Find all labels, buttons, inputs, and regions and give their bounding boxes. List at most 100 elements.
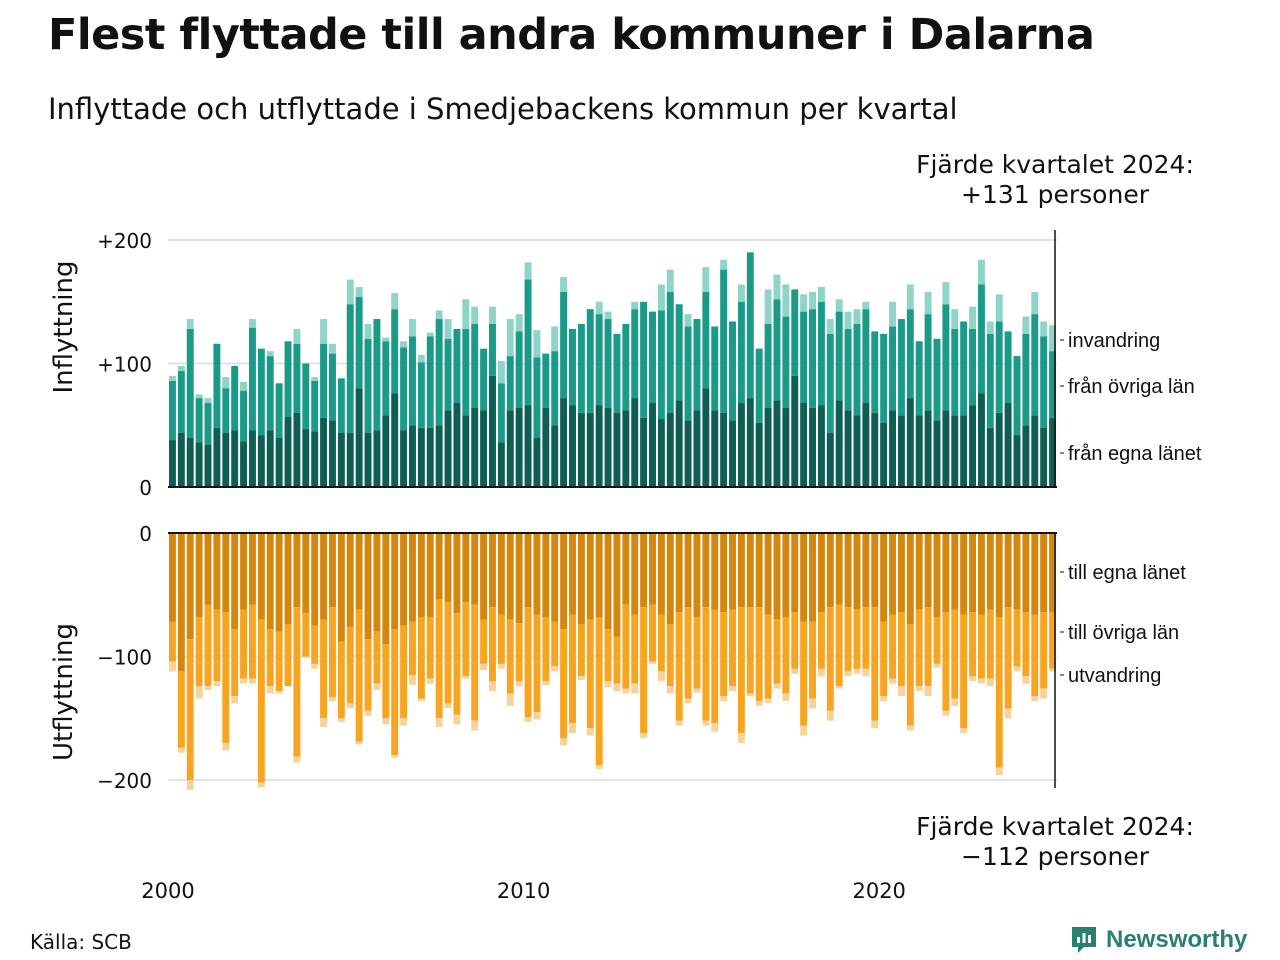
bar-out-local (977, 533, 985, 615)
bar-in-other (195, 398, 203, 443)
bar-in-local (453, 403, 461, 487)
bar-in-other (177, 370, 185, 433)
bar-out-other (640, 607, 648, 734)
bar-in-immigration (222, 377, 230, 389)
bar-out-local (311, 533, 319, 626)
bar-in-immigration (204, 398, 212, 404)
bar-out-local (853, 533, 861, 610)
y-tick-label-top: +100 (97, 353, 152, 377)
bar-in-local (275, 437, 283, 487)
bar-in-other (1049, 351, 1057, 418)
bar-in-local (595, 405, 603, 487)
bar-out-emigration (906, 725, 914, 731)
bar-in-local (764, 407, 772, 487)
bar-out-other (417, 616, 425, 699)
bar-out-emigration (595, 765, 603, 769)
bar-in-immigration (977, 259, 985, 285)
bar-out-other (800, 621, 808, 726)
bar-in-immigration (906, 284, 914, 310)
bar-out-other (951, 609, 959, 699)
bar-out-other (693, 616, 701, 689)
bar-out-local (231, 533, 239, 630)
latest-quarter-outflow-note: Fjärde kvartalet 2024: −112 personer (875, 812, 1235, 872)
y-tick-label-bottom: −200 (97, 769, 152, 793)
bar-in-other (506, 356, 514, 411)
bar-out-other (613, 636, 621, 684)
bar-in-other (204, 403, 212, 446)
bar-out-local (204, 533, 212, 605)
bar-out-other (302, 613, 310, 657)
bar-out-other (773, 619, 781, 684)
bar-out-emigration (1049, 668, 1057, 672)
bar-out-local (800, 533, 808, 622)
bar-in-immigration (782, 284, 790, 317)
bar-in-immigration (195, 394, 203, 399)
bar-in-immigration (186, 319, 194, 329)
bar-in-other (986, 333, 994, 428)
bar-in-other (844, 328, 852, 411)
bar-in-other (764, 323, 772, 408)
bar-in-local (809, 407, 816, 487)
bar-out-emigration (702, 720, 710, 726)
bar-in-other (1013, 356, 1021, 436)
bar-in-other (702, 291, 710, 389)
bar-out-emigration (551, 666, 559, 672)
bar-out-local (417, 533, 425, 617)
bar-out-other (995, 616, 1003, 768)
bar-out-local (471, 533, 479, 605)
bar-in-immigration (1049, 325, 1057, 352)
bar-out-other (373, 631, 381, 684)
bar-out-emigration (240, 678, 248, 684)
bar-in-other (942, 304, 950, 411)
bar-in-local (871, 412, 879, 487)
bar-out-emigration (560, 738, 568, 746)
bar-in-local (977, 393, 985, 487)
bar-out-local (453, 533, 461, 614)
bar-out-other (835, 604, 843, 687)
bar-in-local (417, 427, 425, 487)
bar-in-local (240, 441, 248, 488)
bar-out-other (942, 612, 950, 711)
bar-in-local (862, 403, 870, 487)
bar-out-local (915, 533, 923, 610)
bar-in-local (649, 403, 656, 487)
bar-in-local (1049, 417, 1057, 487)
bar-in-other (266, 356, 274, 431)
bar-out-emigration (489, 681, 496, 692)
bar-out-other (1004, 607, 1012, 709)
bar-out-other (657, 614, 665, 672)
bar-in-other (737, 301, 745, 404)
bar-in-other (773, 299, 781, 401)
bar-in-local (880, 422, 888, 487)
bar-out-other (266, 629, 274, 687)
bar-in-immigration (604, 311, 612, 320)
bar-in-other (480, 348, 488, 411)
bar-in-local (729, 420, 736, 487)
bar-in-other (355, 296, 363, 389)
bar-in-local (791, 375, 799, 487)
bar-out-other (213, 609, 221, 682)
bar-out-local (1040, 533, 1048, 613)
note-bottom-line2: −112 personer (961, 842, 1149, 871)
chart-title: Flest flyttade till andra kommuner i Dal… (48, 10, 1095, 60)
bar-out-local (693, 533, 701, 617)
bar-in-local (373, 430, 381, 487)
bar-out-local (355, 533, 363, 610)
bar-out-local (675, 533, 683, 613)
source-label: Källa: SCB (30, 930, 132, 954)
bar-in-other (1031, 314, 1039, 416)
bar-out-emigration (791, 668, 799, 674)
bar-in-immigration (435, 310, 443, 320)
bar-in-other (435, 319, 443, 426)
bar-in-other (666, 291, 674, 413)
bar-in-local (426, 427, 434, 487)
bar-in-immigration (248, 319, 256, 328)
bar-out-local (1049, 533, 1057, 613)
bar-in-other (373, 319, 381, 431)
bar-in-other (257, 348, 265, 436)
bar-out-other (577, 624, 585, 677)
bar-out-emigration (506, 693, 514, 706)
bar-in-other (240, 390, 248, 442)
bar-out-emigration (915, 686, 923, 692)
